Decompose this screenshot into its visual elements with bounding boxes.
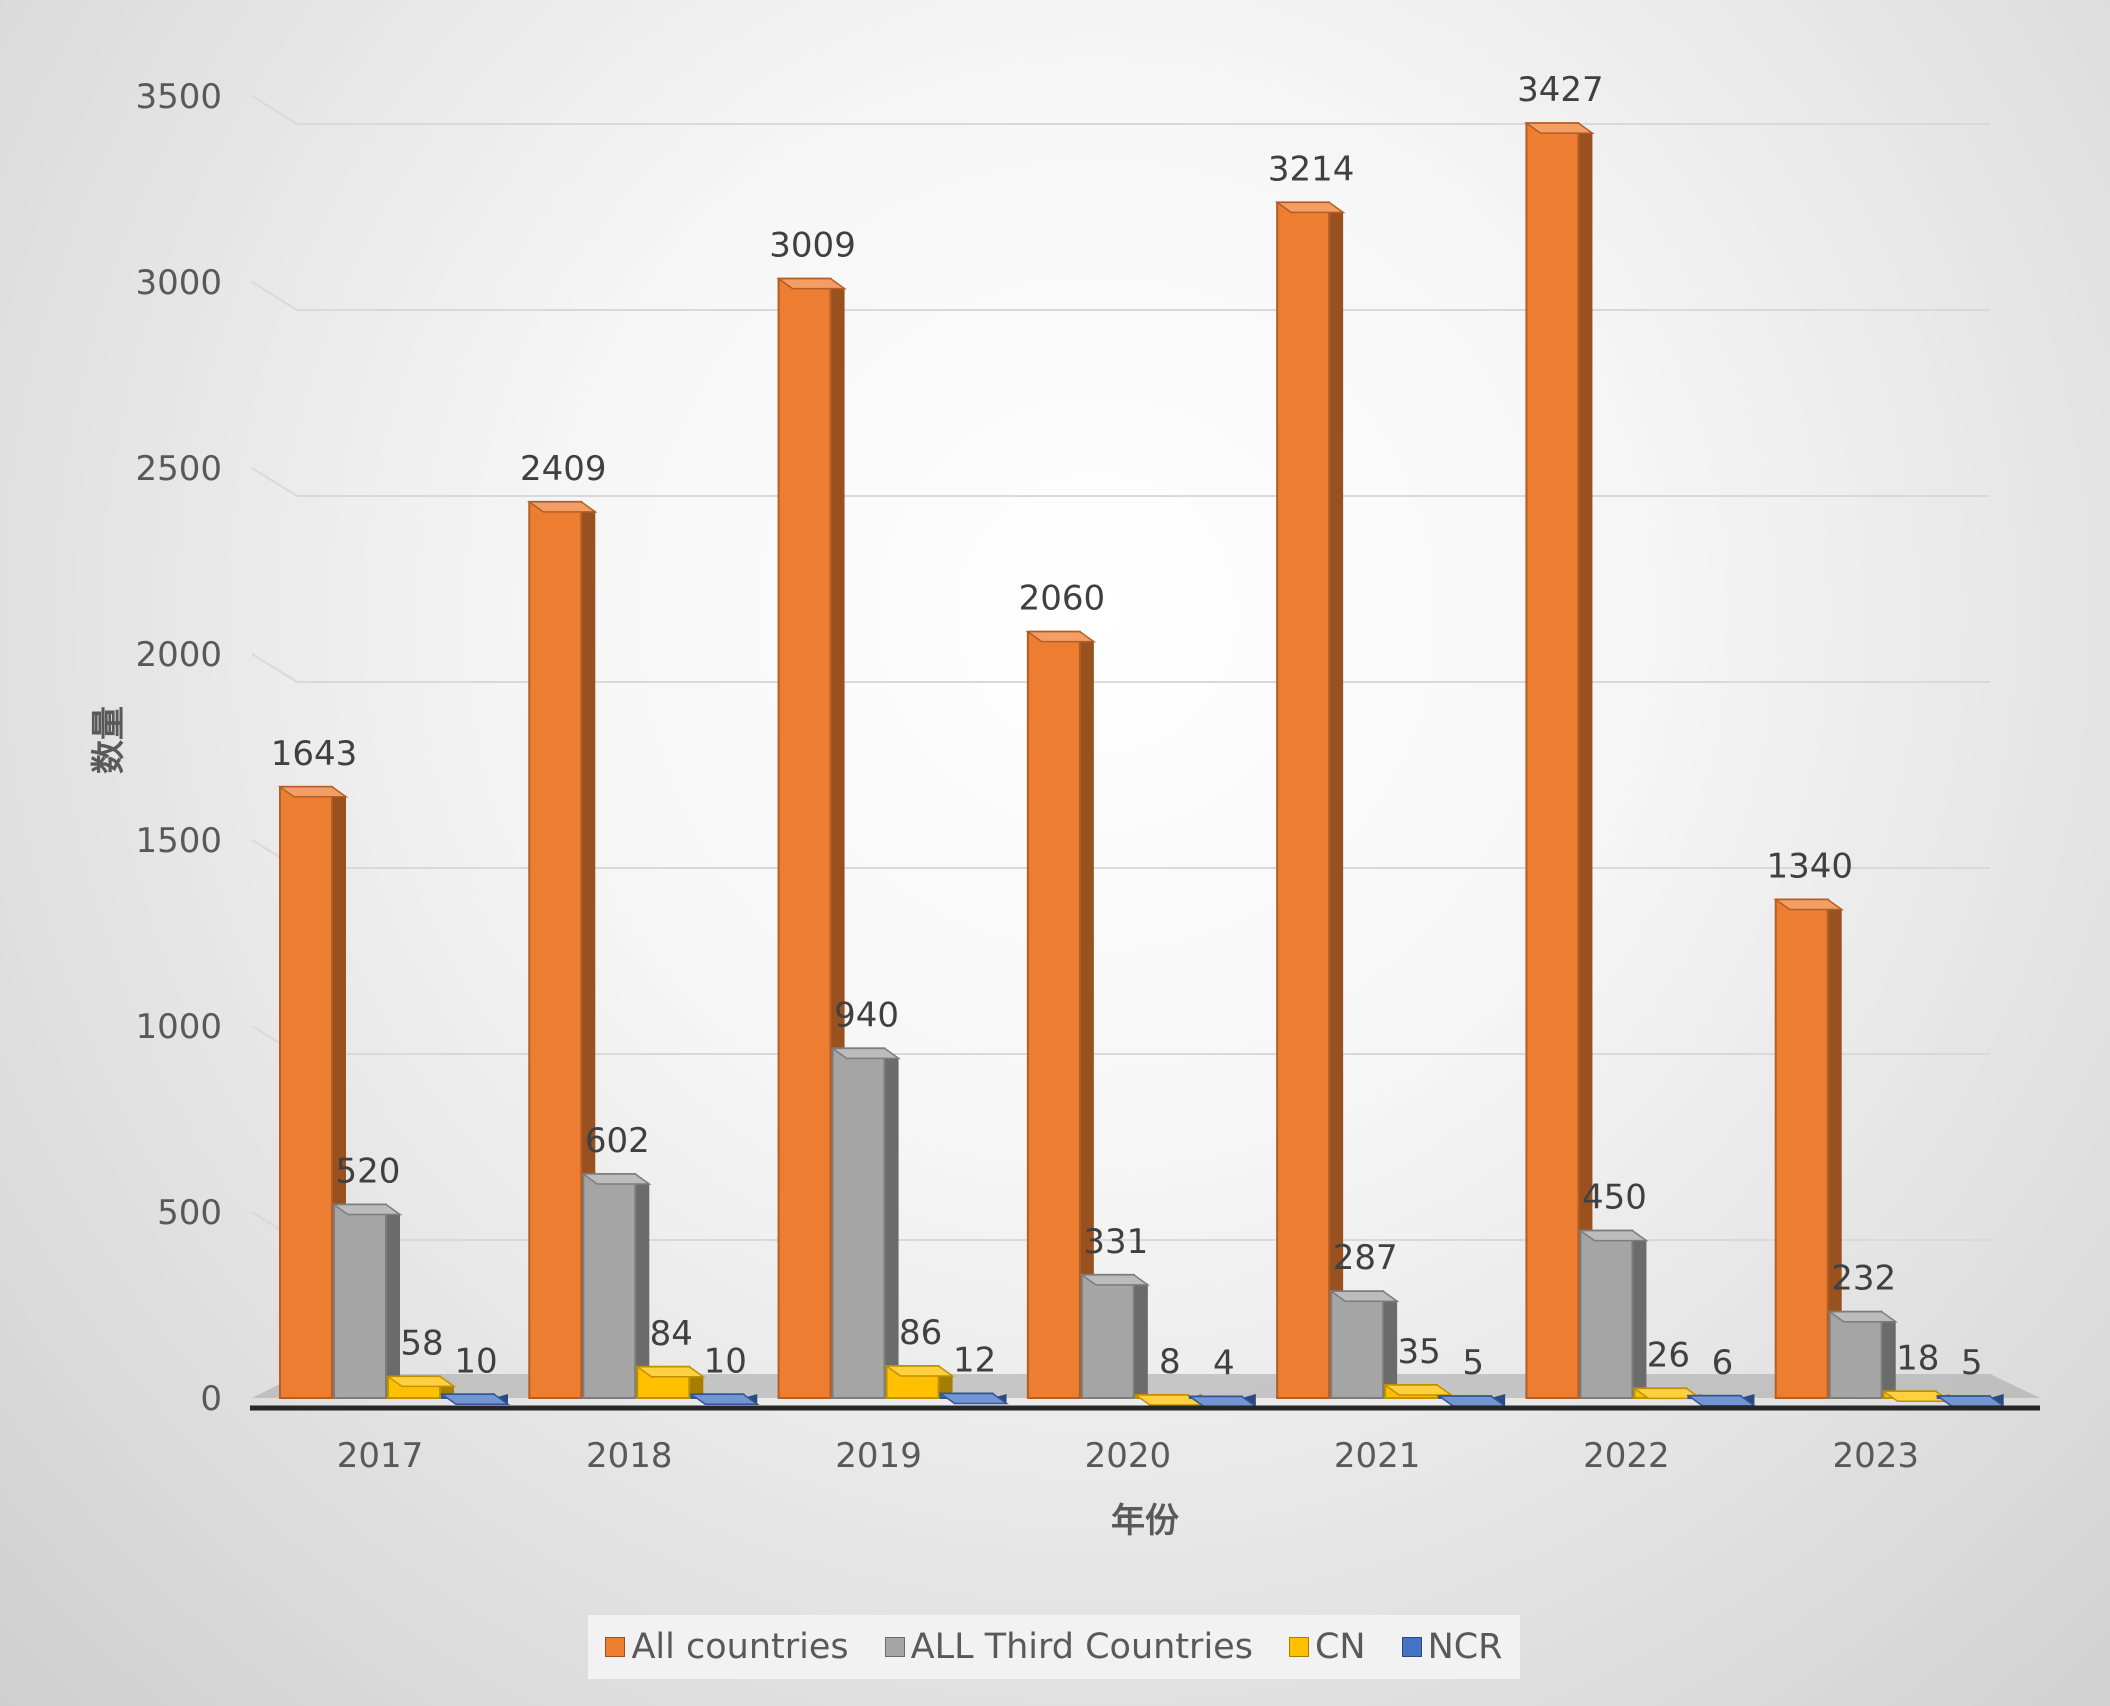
y-axis-title: 数量 [89, 706, 129, 774]
y-tick-label: 2500 [135, 449, 222, 489]
x-tick-label: 2021 [1334, 1436, 1421, 1476]
data-label: 8 [1159, 1342, 1181, 1382]
y-tick-label: 1000 [135, 1007, 222, 1047]
legend-swatch [1401, 1637, 1422, 1657]
bar-0-2022 [1524, 122, 1595, 1399]
data-label: 602 [585, 1121, 650, 1161]
legend-label: CN [1314, 1627, 1366, 1667]
gridlines [251, 95, 1990, 1241]
data-label: 5 [1961, 1343, 1983, 1383]
bar-3-2021 [1436, 1394, 1508, 1407]
data-label: 35 [1398, 1332, 1441, 1372]
bar-0-2023 [1773, 898, 1845, 1400]
legend-item-2: CN [1288, 1627, 1366, 1667]
data-label: 232 [1831, 1259, 1896, 1299]
bar-2-2021 [1382, 1383, 1454, 1399]
data-label: 84 [650, 1314, 693, 1354]
data-label: 86 [899, 1313, 942, 1353]
legend-label: All countries [631, 1627, 849, 1667]
legend: All countries ALL Third Countries CN NCR [588, 1615, 1520, 1679]
bar-2-2022 [1632, 1387, 1703, 1400]
bar-3-2019 [938, 1392, 1009, 1405]
data-label: 26 [1647, 1335, 1690, 1375]
legend-swatch [605, 1637, 626, 1657]
bar-0-2021 [1274, 201, 1346, 1400]
gridline-depth [251, 467, 298, 497]
bar-1-2020 [1079, 1273, 1151, 1400]
gridline-depth [251, 95, 298, 125]
data-label: 3214 [1268, 149, 1355, 189]
bar-1-2022 [1578, 1229, 1649, 1399]
y-tick-label: 3000 [135, 263, 222, 303]
data-label: 940 [834, 995, 899, 1035]
x-tick-label: 2017 [337, 1436, 424, 1476]
y-tick-label: 500 [157, 1193, 222, 1233]
bar-1-2021 [1328, 1290, 1400, 1399]
bar-2-2017 [385, 1375, 457, 1399]
y-tick-label: 3500 [135, 77, 222, 117]
bar-3-2017 [439, 1393, 511, 1406]
data-label: 3009 [769, 226, 856, 266]
bar-1-2017 [331, 1203, 403, 1400]
bar-3-2018 [688, 1393, 760, 1406]
legend-label: NCR [1427, 1627, 1503, 1667]
x-tick-label: 2023 [1832, 1436, 1919, 1476]
legend-item-0: All countries [605, 1627, 849, 1667]
x-tick-label: 2019 [835, 1436, 922, 1476]
y-tick-label: 0 [200, 1379, 222, 1419]
bar-2-2019 [884, 1365, 955, 1400]
x-tick-label: 2022 [1583, 1436, 1670, 1476]
data-label: 450 [1582, 1178, 1647, 1218]
gridline-depth [251, 281, 298, 311]
data-label: 520 [336, 1152, 401, 1192]
data-label: 1340 [1766, 847, 1853, 887]
bar-1-2019 [830, 1047, 901, 1399]
data-label: 287 [1333, 1238, 1398, 1278]
data-label: 58 [400, 1323, 443, 1363]
legend-label: ALL Third Countries [910, 1627, 1253, 1667]
gridline-depth [251, 653, 298, 683]
data-label: 5 [1462, 1343, 1484, 1383]
data-label: 10 [704, 1341, 747, 1381]
data-label: 12 [953, 1341, 996, 1381]
bar-1-2018 [580, 1173, 652, 1400]
data-label: 10 [454, 1341, 497, 1381]
legend-item-1: ALL Third Countries [884, 1627, 1253, 1667]
bar-1-2023 [1827, 1310, 1899, 1400]
legend-item-3: NCR [1401, 1627, 1503, 1667]
x-axis-title: 年份 [1111, 1501, 1179, 1541]
x-tick-label: 2020 [1085, 1436, 1172, 1476]
legend-swatch [1288, 1637, 1309, 1657]
x-tick-label: 2018 [586, 1436, 673, 1476]
data-label: 6 [1712, 1343, 1734, 1383]
data-label: 2409 [520, 449, 607, 489]
bars [277, 122, 2007, 1408]
y-tick-label: 2000 [135, 635, 222, 675]
data-label: 331 [1083, 1222, 1148, 1262]
data-label: 18 [1896, 1338, 1939, 1378]
data-label: 4 [1213, 1344, 1235, 1384]
y-tick-label: 1500 [135, 821, 222, 861]
data-label: 1643 [271, 734, 358, 774]
bar-0-2020 [1025, 630, 1097, 1399]
data-label: 2060 [1019, 579, 1106, 619]
bar-2-2018 [634, 1365, 706, 1399]
axes: 0 500 1000 1500 2000 2500 3000 3500 2017 2018 2019… [135, 77, 2040, 1476]
legend-swatch [884, 1637, 905, 1657]
data-label: 3427 [1517, 70, 1604, 110]
